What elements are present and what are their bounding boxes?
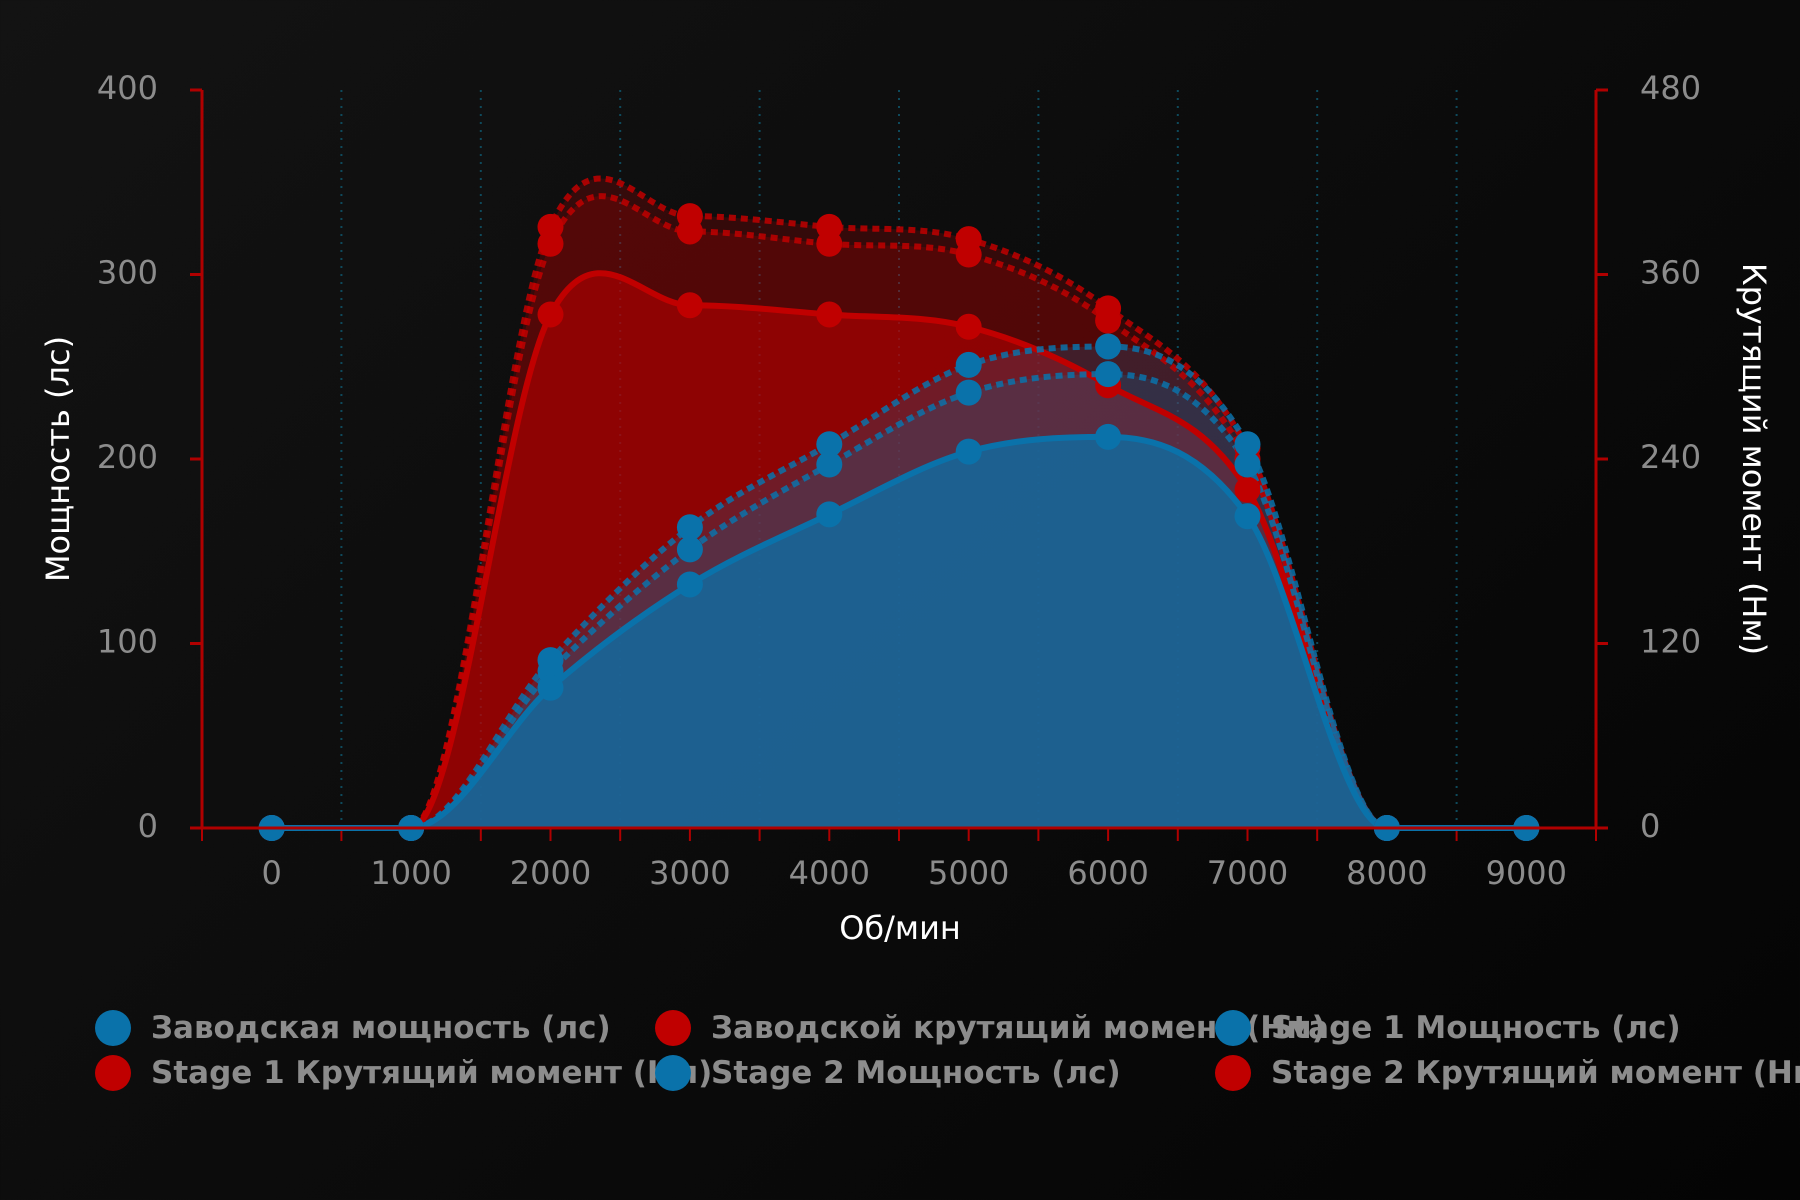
legend-label: Заводская мощность (лс) [151,1009,611,1046]
x-tick-label: 7000 [1207,854,1288,892]
area [271,436,1527,828]
legend-marker [655,1054,691,1091]
line [271,193,1527,832]
x-tick-label: 1000 [370,854,451,892]
point [537,301,564,328]
x-tick-label: 6000 [1067,854,1148,892]
point [955,379,982,406]
y-tick-label: 300 [97,254,158,292]
x-tick-label: 5000 [928,854,1009,892]
y2-tick-label: 240 [1640,438,1701,476]
x-tick-label: 4000 [789,854,870,892]
points [258,203,1540,841]
legend-item[interactable]: Заводская мощность (лс) [95,1005,655,1050]
legend-item[interactable]: Stage 2 Крутящий момент (Нм) [1215,1050,1800,1095]
point [816,451,843,478]
point [816,501,843,528]
legend-item[interactable]: Заводской крутящий момент (Нм) [655,1005,1326,1050]
point [1234,476,1261,503]
legend-item[interactable]: Stage 2 Мощность (лс) [655,1050,1215,1095]
x-tick-label: 9000 [1486,854,1567,892]
y-axis-label: Мощность (лс) [39,336,77,582]
y-tick-label: 400 [97,69,158,107]
lines [271,175,1527,832]
point [676,218,703,245]
x-tick-label: 8000 [1346,854,1427,892]
legend-item[interactable]: Stage 1 Мощность (лс) [1215,1005,1775,1050]
point [1095,333,1122,360]
legend-label: Stage 2 Мощность (лс) [711,1054,1121,1091]
line [271,371,1527,832]
point [955,313,982,340]
line [271,270,1527,832]
point [1234,503,1261,530]
legend: Заводская мощность (лс) Заводской крутящи… [95,1005,1800,1095]
point [1095,361,1122,388]
x-axis-label: Об/мин [839,909,961,947]
x-tick-label: 3000 [649,854,730,892]
legend-marker [95,1009,131,1046]
line [271,343,1527,832]
point [1234,431,1261,458]
point [537,674,564,701]
y-tick-label: 200 [97,438,158,476]
areas [271,178,1527,829]
y2-axis-label: Крутящий момент (Нм) [1735,263,1773,655]
point [676,536,703,563]
legend-item[interactable]: Stage 1 Крутящий момент (Нм) [95,1050,712,1095]
y2-tick-label: 120 [1640,623,1701,661]
y2-tick-label: 480 [1640,69,1701,107]
point [816,230,843,257]
legend-label: Stage 2 Крутящий момент (Нм) [1271,1054,1800,1091]
point [676,571,703,598]
x-tick-label: 0 [262,854,282,892]
y2-tick-label: 360 [1640,254,1701,292]
y-tick-label: 0 [138,807,158,845]
x-tick-label: 2000 [510,854,591,892]
point [537,230,564,257]
point [676,514,703,541]
legend-marker [1215,1054,1251,1091]
point [676,292,703,319]
line [271,433,1527,832]
point [816,431,843,458]
point [955,438,982,465]
legend-label: Stage 1 Крутящий момент (Нм) [151,1054,713,1091]
point [955,351,982,378]
point [1234,451,1261,478]
y-tick-label: 100 [97,623,158,661]
point [1095,423,1122,450]
legend-marker [655,1009,691,1046]
legend-label: Stage 1 Мощность (лс) [1271,1009,1681,1046]
point [955,241,982,268]
point [1095,307,1122,334]
legend-marker [1215,1009,1251,1046]
point [816,301,843,328]
legend-marker [95,1054,131,1091]
y2-tick-label: 0 [1640,807,1660,845]
